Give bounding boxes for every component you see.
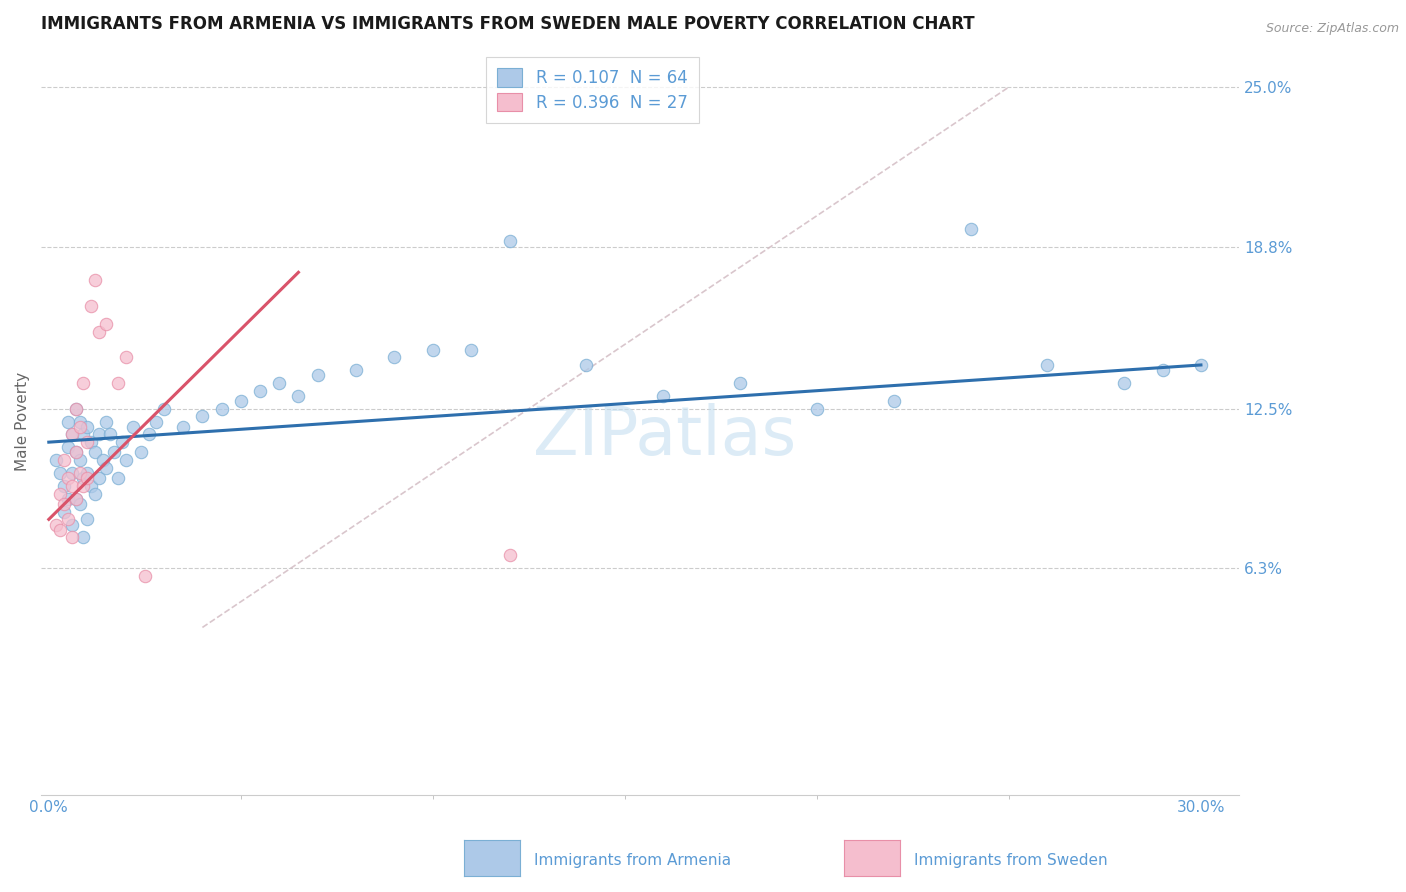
Point [53,497,76,511]
Point [60,530,83,544]
Point [96,415,118,429]
Point [1036,358,1059,372]
Point [83,273,105,287]
Point [69,419,91,434]
Point [153,401,176,416]
Point [114,453,136,467]
Legend: R = 0.107  N = 64, R = 0.396  N = 27: R = 0.107 N = 64, R = 0.396 N = 27 [485,57,699,123]
Point [498,549,520,563]
Point [53,505,76,519]
Point [103,445,125,459]
Point [69,497,91,511]
Point [49,523,72,537]
Point [60,479,83,493]
Point [87,471,110,485]
Point [384,350,406,364]
Point [91,453,114,467]
Point [56,440,79,454]
Point [76,466,98,480]
Point [80,299,103,313]
Point [65,401,87,416]
Point [287,389,309,403]
Point [134,569,156,583]
Point [122,419,145,434]
Point [76,471,98,485]
Point [76,435,98,450]
Point [575,358,598,372]
Point [498,235,520,249]
Point [65,401,87,416]
Point [96,317,118,331]
Point [145,415,167,429]
Point [72,479,94,493]
Point [211,401,233,416]
Point [98,427,121,442]
Point [60,517,83,532]
Point [65,491,87,506]
Point [1114,376,1136,390]
Point [107,376,129,390]
Point [1189,358,1212,372]
Text: ZIPatlas: ZIPatlas [533,403,796,469]
Point [229,394,252,409]
Point [65,445,87,459]
Point [76,419,98,434]
Point [652,389,675,403]
Point [114,350,136,364]
Text: Immigrants from Armenia: Immigrants from Armenia [534,854,731,868]
Point [53,453,76,467]
Point [76,512,98,526]
Text: Immigrants from Sweden: Immigrants from Sweden [914,854,1108,868]
Point [87,427,110,442]
Point [307,368,329,383]
Point [72,471,94,485]
Point [60,466,83,480]
Point [959,221,981,235]
Point [56,415,79,429]
Point [728,376,751,390]
Point [129,445,152,459]
Point [138,427,160,442]
Point [72,427,94,442]
Point [45,453,67,467]
Point [69,453,91,467]
Point [65,491,87,506]
Point [96,461,118,475]
Point [344,363,367,377]
Point [80,479,103,493]
Point [191,409,214,424]
Point [53,479,76,493]
Point [72,530,94,544]
Point [83,486,105,500]
Point [460,343,482,357]
Point [172,419,194,434]
Point [249,384,271,398]
Text: Source: ZipAtlas.com: Source: ZipAtlas.com [1265,22,1399,36]
Point [72,376,94,390]
Point [111,435,134,450]
Point [107,471,129,485]
Point [45,517,67,532]
Point [883,394,905,409]
Point [56,491,79,506]
Point [49,486,72,500]
Point [60,427,83,442]
Point [269,376,291,390]
Point [69,415,91,429]
Point [806,401,828,416]
Point [60,427,83,442]
Point [83,445,105,459]
Point [65,445,87,459]
Point [422,343,444,357]
Point [49,466,72,480]
Point [1152,363,1174,377]
Text: IMMIGRANTS FROM ARMENIA VS IMMIGRANTS FROM SWEDEN MALE POVERTY CORRELATION CHART: IMMIGRANTS FROM ARMENIA VS IMMIGRANTS FR… [41,15,974,33]
Point [80,435,103,450]
Point [87,325,110,339]
Point [69,466,91,480]
Y-axis label: Male Poverty: Male Poverty [15,372,30,471]
Point [56,512,79,526]
Point [56,471,79,485]
